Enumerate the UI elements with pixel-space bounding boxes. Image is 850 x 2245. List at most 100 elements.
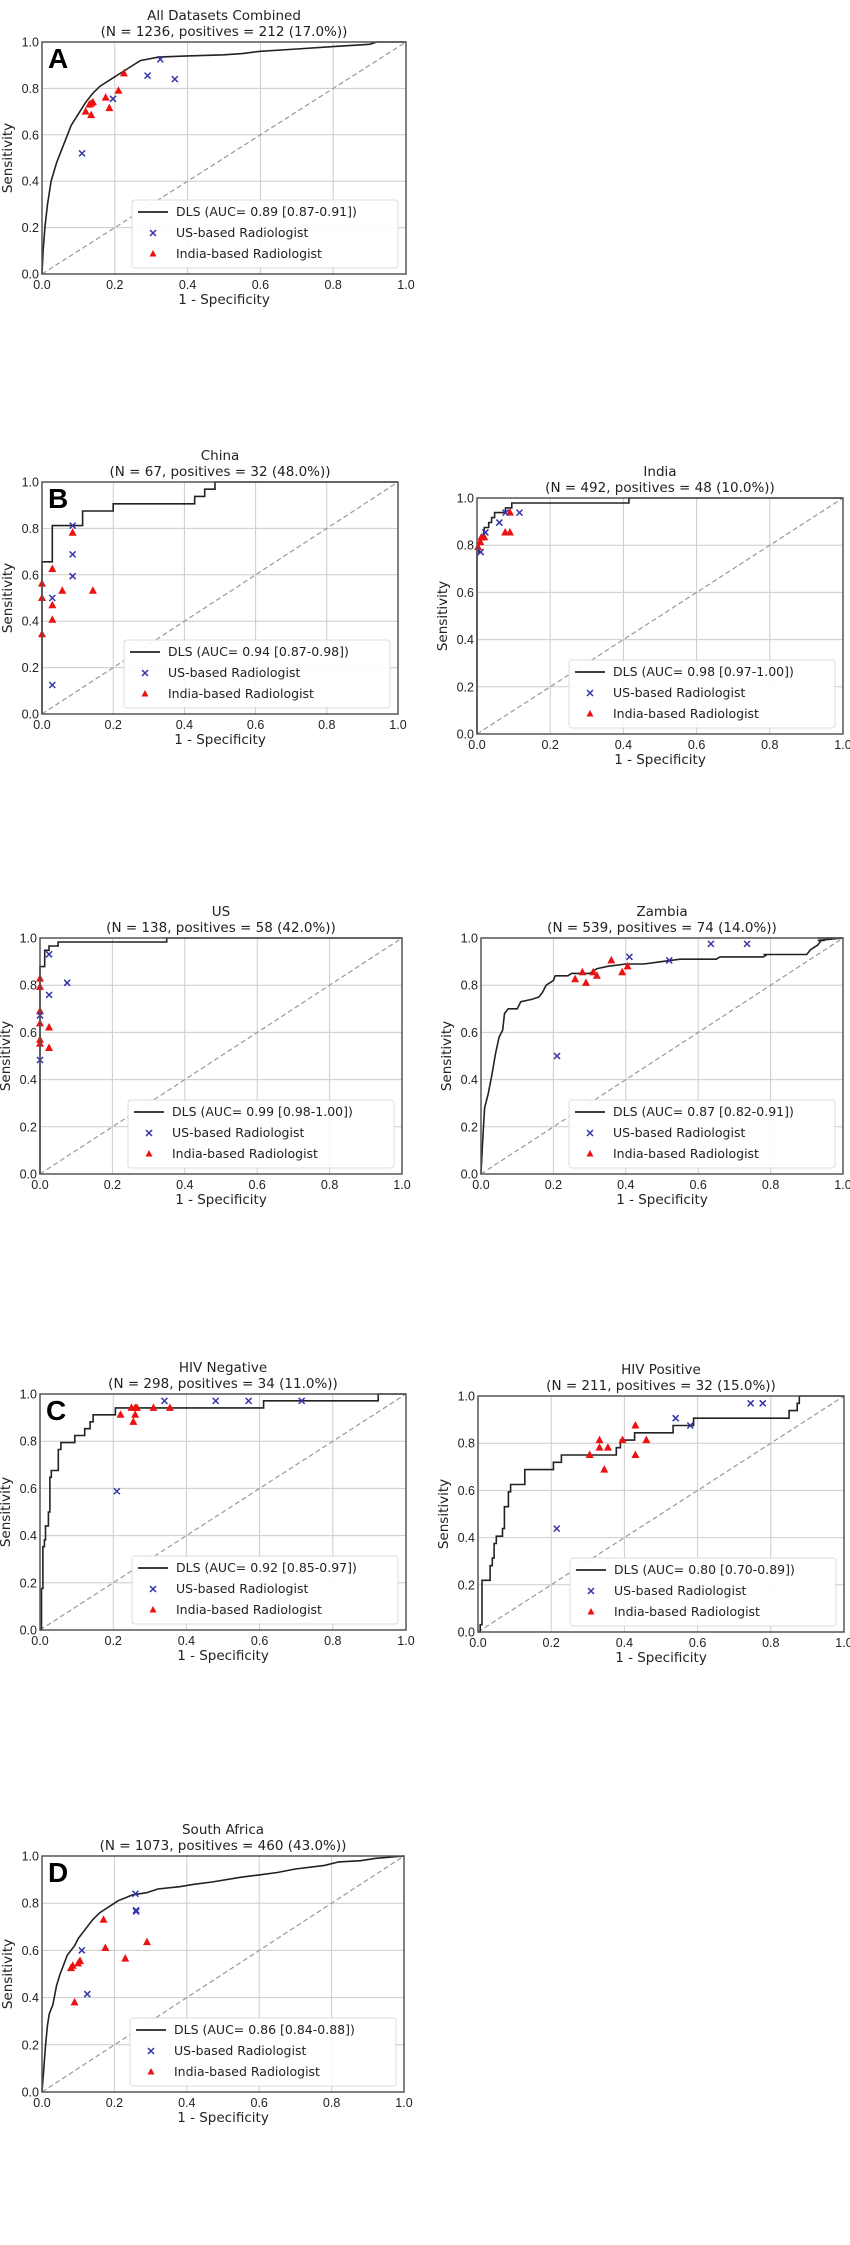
x-tick-label: 1.0: [835, 1636, 850, 1650]
y-tick-label: 0.0: [20, 1168, 37, 1182]
y-tick-label: 0.2: [22, 2038, 39, 2052]
plot-frame: [41, 1855, 405, 2093]
india-radiologist-point: [585, 1450, 594, 1458]
dls-roc-curve: [41, 1855, 405, 2093]
y-tick-label: 0.0: [461, 1168, 478, 1182]
chance-diagonal: [480, 937, 844, 1175]
legend-box: [568, 1099, 836, 1169]
india-radiologist-point: [68, 1961, 77, 1969]
chance-diagonal: [477, 1395, 845, 1633]
legend-dls-label: DLS (AUC= 0.80 [0.70-0.89]): [614, 1562, 795, 1577]
y-axis-label: Sensitivity: [435, 581, 451, 651]
legend-dls-label: DLS (AUC= 0.99 [0.98-1.00]): [172, 1104, 353, 1119]
y-axis-label: Sensitivity: [0, 1021, 14, 1091]
us-radiologist-point: [131, 1890, 139, 1898]
y-tick-label: 0.2: [461, 1120, 478, 1134]
us-radiologist-point: [625, 953, 633, 961]
y-tick-label: 0.2: [22, 221, 39, 235]
us-radiologist-point: [45, 991, 53, 999]
india-radiologist-point: [631, 1421, 640, 1429]
y-tick-label: 0.4: [22, 1991, 39, 2005]
dls-roc-curve: [39, 937, 402, 1174]
legend-box: [123, 639, 391, 709]
legend-box: [127, 1099, 395, 1169]
india-radiologist-point: [618, 967, 627, 976]
chart-title: HIV Positive: [621, 1362, 701, 1378]
india-radiologist-point: [88, 97, 97, 106]
y-tick-label: 0.0: [20, 1624, 37, 1638]
x-tick-label: 0.6: [688, 738, 705, 752]
us-radiologist-point: [45, 950, 53, 958]
roc-chart-svg: All Datasets Combined(N = 1236, positive…: [0, 8, 415, 308]
legend-india-label: India-based Radiologist: [613, 706, 759, 721]
legend-box: [129, 2017, 397, 2087]
dls-roc-curve: [41, 481, 398, 714]
us-radiologist-point: [707, 940, 715, 948]
us-radiologist-point: [109, 95, 117, 103]
x-axis-label: 1 - Specificity: [178, 292, 270, 308]
chart-subtitle: (N = 211, positives = 32 (15.0%)): [546, 1378, 776, 1394]
plot-frame: [480, 937, 844, 1175]
india-radiologist-point: [101, 93, 110, 101]
legend-dls-label: DLS (AUC= 0.98 [0.97-1.00]): [613, 664, 794, 679]
legend-india-label: India-based Radiologist: [176, 246, 322, 261]
x-tick-label: 0.0: [31, 1634, 48, 1648]
legend-india-label: India-based Radiologist: [172, 1146, 318, 1161]
us-radiologist-point: [69, 550, 77, 558]
us-radiologist-point: [171, 75, 179, 83]
roc-chart-svg: India(N = 492, positives = 48 (10.0%)) 0.…: [435, 464, 850, 768]
india-radiologist-point: [45, 1022, 54, 1031]
y-tick-label: 0.2: [22, 661, 39, 675]
india-radiologist-point: [76, 1956, 85, 1965]
plot-frame: [477, 1395, 845, 1633]
india-radiologist-point: [70, 1997, 79, 2006]
x-axis-label: 1 - Specificity: [177, 2110, 269, 2126]
x-axis-label: 1 - Specificity: [177, 1648, 269, 1664]
x-tick-label: 0.0: [31, 1178, 48, 1192]
legend-us-label: US-based Radiologist: [172, 1125, 304, 1140]
us-radiologist-point: [495, 519, 503, 527]
panel-hiv-positive: HIV Positive (N = 211, positives = 32 (15…: [425, 1320, 850, 1760]
y-axis-label: Sensitivity: [0, 1477, 14, 1547]
chart-subtitle: (N = 67, positives = 32 (48.0%)): [109, 464, 330, 480]
legend-india-swatch: [145, 1150, 153, 1157]
us-radiologist-point: [686, 1421, 694, 1430]
x-tick-label: 0.8: [318, 718, 335, 732]
legend-us-swatch: [141, 669, 149, 677]
x-tick-label: 0.2: [106, 278, 123, 292]
panel-india: India (N = 492, positives = 48 (10.0%)) 0.…: [425, 440, 850, 880]
x-tick-label: 0.4: [616, 1636, 633, 1650]
india-radiologist-point: [131, 1410, 140, 1418]
india-radiologist-point: [68, 528, 77, 536]
x-tick-label: 0.8: [762, 1636, 779, 1650]
y-tick-label: 1.0: [20, 932, 37, 946]
x-tick-label: 0.4: [179, 278, 196, 292]
india-radiologist-point: [121, 1954, 130, 1962]
dls-roc-curve: [41, 41, 406, 275]
india-radiologist-point: [81, 107, 90, 115]
panel-letter: B: [48, 483, 68, 514]
x-tick-label: 1.0: [389, 718, 406, 732]
y-tick-label: 0.8: [20, 1435, 37, 1449]
us-radiologist-point: [502, 509, 510, 517]
india-radiologist-point: [48, 600, 57, 609]
legend-india-swatch: [141, 690, 149, 697]
y-tick-label: 0.0: [22, 708, 39, 722]
legend: DLS (AUC= 0.89 [0.87-0.91]) US-based Radi…: [131, 199, 399, 269]
x-tick-label: 0.2: [105, 1634, 122, 1648]
x-tick-label: 0.6: [690, 1178, 707, 1192]
y-tick-label: 0.8: [461, 979, 478, 993]
y-tick-label: 0.4: [22, 615, 39, 629]
us-radiologist-point: [298, 1397, 306, 1405]
legend-dls-label: DLS (AUC= 0.89 [0.87-0.91]): [176, 204, 357, 219]
chance-diagonal: [476, 497, 844, 735]
y-tick-label: 0.8: [20, 979, 37, 993]
panel-hiv-negative: HIV Negative (N = 298, positives = 34 (11…: [0, 1320, 425, 1760]
x-tick-label: 0.4: [178, 1634, 195, 1648]
india-radiologist-point: [592, 971, 601, 979]
y-tick-label: 1.0: [22, 476, 39, 490]
chart-subtitle: (N = 1236, positives = 212 (17.0%)): [101, 24, 348, 40]
legend-india-swatch: [147, 2068, 155, 2075]
us-radiologist-point: [245, 1397, 253, 1405]
legend: DLS (AUC= 0.98 [0.97-1.00]) US-based Radi…: [568, 659, 836, 729]
